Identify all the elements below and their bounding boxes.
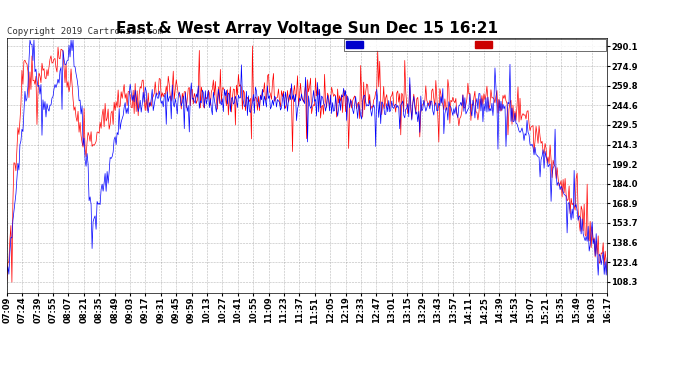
Legend: East Array  (DC Volts), West Array  (DC Volts): East Array (DC Volts), West Array (DC Vo…	[344, 39, 606, 51]
Title: East & West Array Voltage Sun Dec 15 16:21: East & West Array Voltage Sun Dec 15 16:…	[116, 21, 498, 36]
Text: Copyright 2019 Cartronics.com: Copyright 2019 Cartronics.com	[7, 27, 163, 36]
